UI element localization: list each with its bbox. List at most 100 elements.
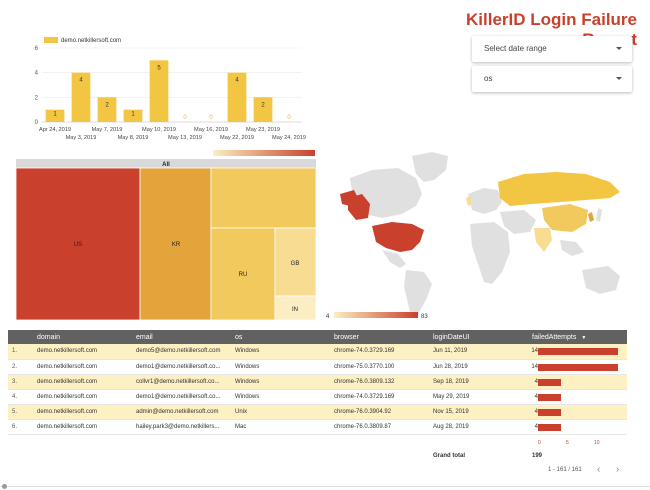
os-filter-label: os bbox=[484, 74, 493, 83]
row-login-date: Nov 15, 2019 bbox=[429, 404, 528, 420]
grand-total-value: 199 bbox=[532, 453, 543, 459]
row-failed-attempts: 4 bbox=[528, 374, 627, 390]
y-tick-label: 2 bbox=[35, 95, 39, 101]
bar[interactable] bbox=[149, 60, 169, 122]
row-email: admin@demo.netkillersoft.com bbox=[132, 404, 231, 420]
row-domain: demo.netkillersoft.com bbox=[33, 344, 132, 360]
col-failed-attempts[interactable]: failedAttempts ▼ bbox=[528, 330, 627, 344]
bar-data-label: 2 bbox=[261, 102, 265, 108]
table-row[interactable]: 6. demo.netkillersoft.com hailey.park3@dem… bbox=[8, 419, 627, 435]
table-row[interactable]: 5. demo.netkillersoft.com admin@demo.netki… bbox=[8, 404, 627, 420]
row-failed-attempts-bar bbox=[538, 423, 561, 431]
bar[interactable] bbox=[227, 72, 247, 122]
bar[interactable] bbox=[45, 109, 65, 122]
treemap-cell-ru[interactable] bbox=[210, 227, 276, 321]
row-failed-attempts-bar bbox=[538, 363, 618, 371]
x-tick-label: May 13, 2019 bbox=[168, 135, 202, 141]
map-color-legend bbox=[334, 312, 418, 318]
row-email: demo1@demo.netkillersoft.co... bbox=[132, 359, 231, 375]
bar[interactable] bbox=[97, 97, 117, 122]
table-row[interactable]: 1. demo.netkillersoft.com demo5@demo.netki… bbox=[8, 344, 627, 360]
x-tick-label: May 16, 2019 bbox=[194, 127, 228, 133]
row-failed-attempts: 4 bbox=[528, 419, 627, 435]
date-range-label: Select date range bbox=[484, 44, 547, 53]
chevron-left-icon[interactable]: ‹ bbox=[597, 464, 601, 475]
treemap-cell-us[interactable] bbox=[16, 167, 141, 321]
row-os: Windows bbox=[231, 374, 330, 390]
treemap-label-kr: KR bbox=[172, 242, 181, 248]
row-index: 4. bbox=[8, 389, 33, 405]
sort-desc-icon: ▼ bbox=[581, 334, 587, 341]
x-tick-label: May 23, 2019 bbox=[246, 127, 280, 133]
row-domain: demo.netkillersoft.com bbox=[33, 389, 132, 405]
row-failed-attempts-bar bbox=[538, 378, 561, 386]
row-domain: demo.netkillersoft.com bbox=[33, 404, 132, 420]
map-north-canada-red bbox=[348, 194, 370, 220]
map-usa bbox=[372, 222, 424, 252]
axis-tick-0: 0 bbox=[538, 440, 541, 446]
map-legend-max: 83 bbox=[421, 314, 428, 320]
col-email[interactable]: email bbox=[136, 333, 153, 341]
row-failed-attempts-value: 14 bbox=[531, 363, 538, 370]
table-row[interactable]: 4. demo.netkillersoft.com demo1@demo.netki… bbox=[8, 389, 627, 405]
map-japan bbox=[596, 208, 602, 222]
row-failed-attempts-bar bbox=[538, 393, 561, 401]
row-failed-attempts-value: 4 bbox=[534, 378, 538, 385]
row-os: Windows bbox=[231, 389, 330, 405]
col-index bbox=[8, 330, 33, 344]
country-treemap: All US KR RU GB IN bbox=[16, 150, 316, 321]
row-browser: chrome-76.0.3904.92 bbox=[330, 404, 429, 420]
treemap-color-legend bbox=[213, 150, 315, 156]
map-russia bbox=[498, 172, 620, 206]
x-tick-label: May 10, 2019 bbox=[142, 127, 176, 133]
map-middle-east bbox=[500, 210, 536, 234]
map-south-america bbox=[404, 270, 432, 318]
treemap-cell-in[interactable] bbox=[274, 295, 316, 321]
x-tick-label: May 7, 2019 bbox=[92, 127, 123, 133]
os-filter-dropdown[interactable]: os bbox=[472, 66, 632, 92]
row-login-date: Jun 28, 2019 bbox=[429, 359, 528, 375]
row-browser: chrome-76.0.3809.132 bbox=[330, 374, 429, 390]
row-index: 3. bbox=[8, 374, 33, 390]
map-greenland bbox=[412, 152, 448, 182]
bar-data-label: 0 bbox=[209, 115, 213, 121]
login-failures-table: domain email os browser loginDateUI fail… bbox=[8, 330, 627, 435]
x-tick-label: May 8, 2019 bbox=[118, 135, 149, 141]
bar-data-label: 1 bbox=[131, 112, 135, 118]
col-browser[interactable]: browser bbox=[334, 333, 359, 341]
map-india bbox=[534, 228, 552, 252]
row-login-date: Jun 11, 2019 bbox=[429, 344, 528, 360]
date-range-selector[interactable]: Select date range bbox=[472, 36, 632, 62]
row-index: 5. bbox=[8, 404, 33, 420]
failures-bar-chart: demo.netkillersoft.com 0 2 4 6 1 Apr 24, 2019 4… bbox=[35, 37, 306, 141]
bar[interactable] bbox=[253, 97, 273, 122]
col-login-date[interactable]: loginDateUI bbox=[433, 333, 470, 341]
treemap-label-in: IN bbox=[292, 307, 298, 313]
row-failed-attempts-value: 4 bbox=[534, 408, 538, 415]
col-os[interactable]: os bbox=[235, 333, 243, 341]
row-login-date: Aug 28, 2019 bbox=[429, 419, 528, 435]
attempts-bar-axis: 0 5 10 bbox=[536, 440, 626, 450]
treemap-cell-gb[interactable] bbox=[274, 227, 316, 297]
treemap-cell-top[interactable] bbox=[210, 167, 316, 229]
col-domain[interactable]: domain bbox=[37, 333, 60, 341]
bar[interactable] bbox=[71, 72, 91, 122]
world-geo-map[interactable]: 4 83 bbox=[320, 148, 642, 326]
treemap-cell-kr[interactable] bbox=[139, 167, 212, 321]
table-row[interactable]: 3. demo.netkillersoft.com collvr1@demo.net… bbox=[8, 374, 627, 390]
row-browser: chrome-74.0.3729.169 bbox=[330, 344, 429, 360]
table-row[interactable]: 2. demo.netkillersoft.com demo1@demo.netki… bbox=[8, 359, 627, 375]
row-email: hailey.park3@demo.netkillers... bbox=[132, 419, 231, 435]
x-tick-label: May 22, 2019 bbox=[220, 135, 254, 141]
row-os: Unix bbox=[231, 404, 330, 420]
row-browser: chrome-74.0.3729.169 bbox=[330, 389, 429, 405]
row-failed-attempts: 14 bbox=[528, 359, 627, 375]
axis-tick-5: 5 bbox=[566, 440, 569, 446]
bar-data-label: 4 bbox=[79, 78, 83, 84]
row-failed-attempts-bar bbox=[538, 408, 561, 416]
bar-data-label: 1 bbox=[53, 112, 57, 118]
row-failed-attempts-value: 14 bbox=[531, 348, 538, 354]
table-header-row: domain email os browser loginDateUI fail… bbox=[8, 330, 627, 344]
chevron-right-icon[interactable]: › bbox=[616, 464, 620, 475]
bar[interactable] bbox=[123, 109, 143, 122]
